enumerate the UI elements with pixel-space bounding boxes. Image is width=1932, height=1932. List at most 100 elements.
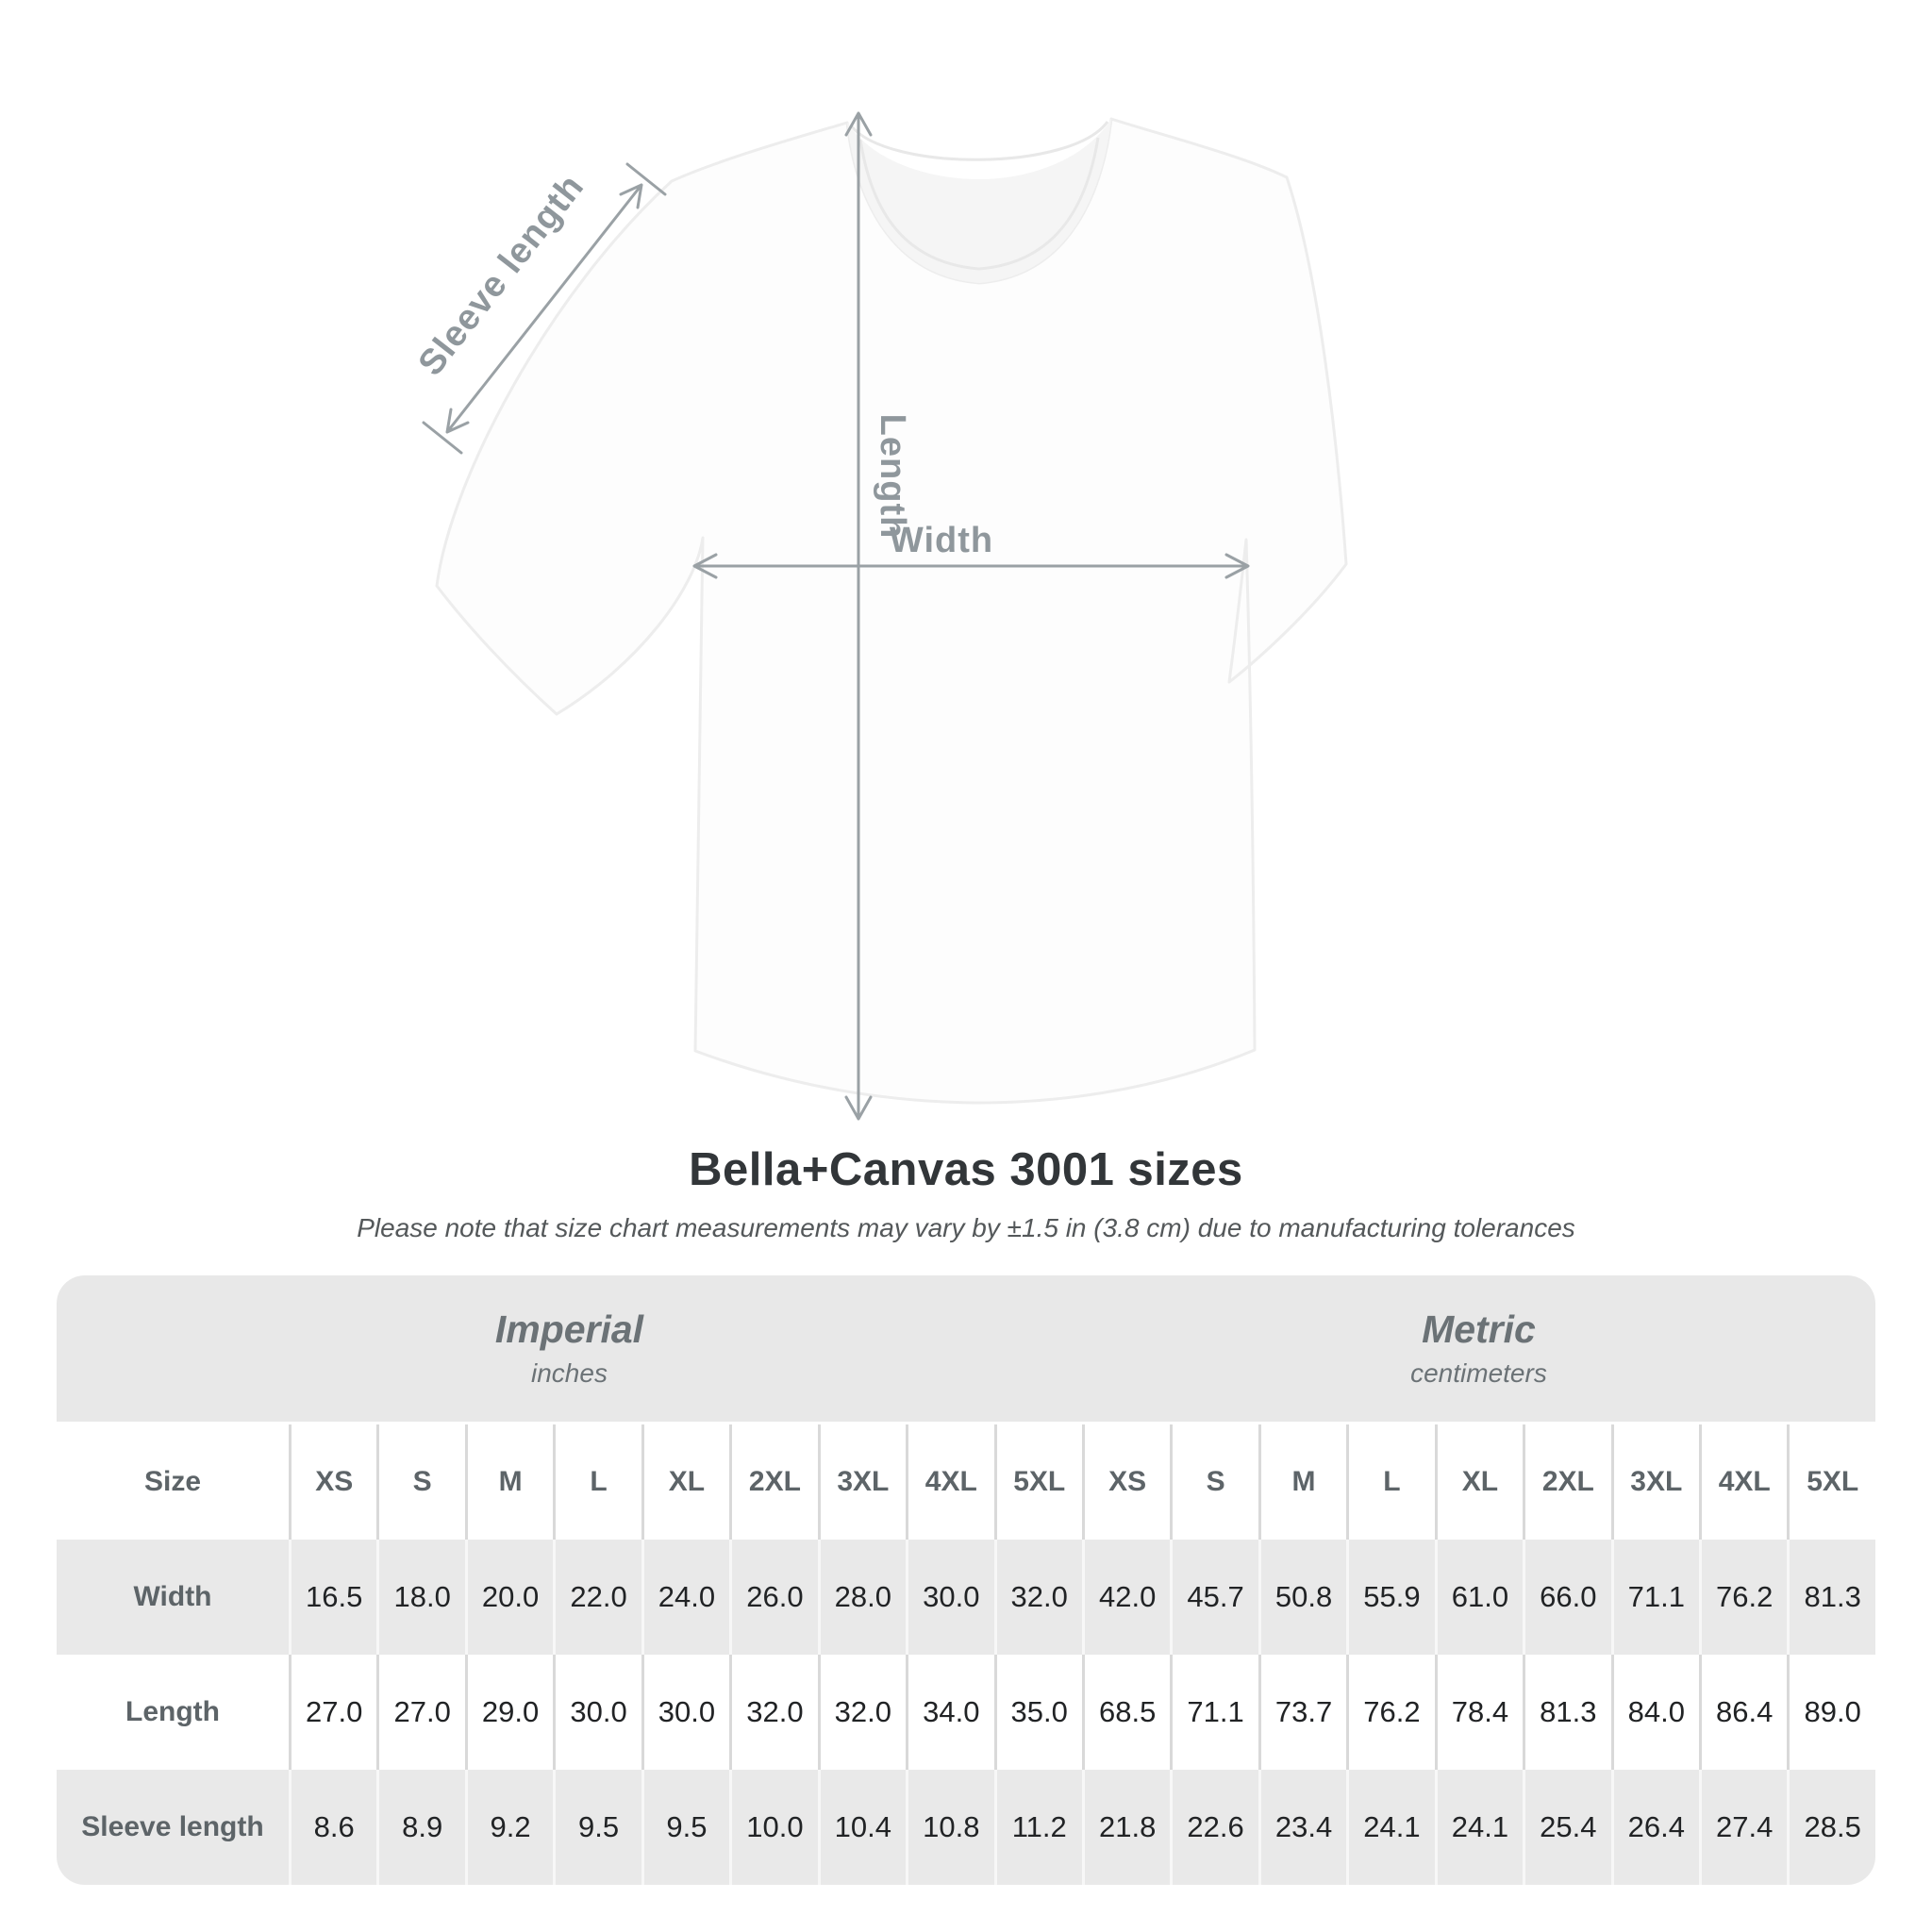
size-column-header: Size <box>57 1424 289 1540</box>
size-header-row: Size XS S M L XL 2XL 3XL 4XL 5XL XS S M … <box>57 1424 1875 1540</box>
width-arrow <box>692 553 1250 579</box>
sleeve-length-row: Sleeve length 8.6 8.9 9.2 9.5 9.5 10.0 1… <box>57 1770 1875 1885</box>
table-cell: 71.1 <box>1170 1655 1258 1770</box>
unit-band-row: Imperial inches Metric centimeters <box>57 1275 1875 1424</box>
table-cell: 30.0 <box>553 1655 641 1770</box>
table-cell: 10.4 <box>817 1770 907 1885</box>
table-cell: 20.0 <box>464 1540 554 1655</box>
size-header-metric-xl: XL <box>1434 1424 1524 1540</box>
size-header-metric-m: M <box>1257 1424 1347 1540</box>
table-cell: 10.8 <box>906 1770 994 1885</box>
imperial-unit: inches <box>531 1358 608 1389</box>
sleeve-length-row-header: Sleeve length <box>57 1770 289 1885</box>
size-header-metric-5xl: 5XL <box>1787 1424 1875 1540</box>
table-cell: 81.3 <box>1523 1655 1611 1770</box>
table-cell: 55.9 <box>1346 1540 1435 1655</box>
size-header-metric-l: L <box>1346 1424 1435 1540</box>
metric-band: Metric centimeters <box>1081 1275 1875 1424</box>
table-cell: 11.2 <box>993 1770 1082 1885</box>
size-header-imperial-xs: XS <box>289 1424 377 1540</box>
length-row-header: Length <box>57 1655 289 1770</box>
table-cell: 22.0 <box>553 1540 641 1655</box>
size-header-imperial-5xl: 5XL <box>993 1424 1082 1540</box>
table-cell: 10.0 <box>729 1770 818 1885</box>
table-cell: 34.0 <box>906 1655 994 1770</box>
table-cell: 81.3 <box>1787 1540 1875 1655</box>
length-arrow <box>844 111 873 1121</box>
table-cell: 27.4 <box>1699 1770 1788 1885</box>
size-header-imperial-l: L <box>553 1424 641 1540</box>
table-cell: 27.0 <box>376 1655 465 1770</box>
length-label: Length <box>873 414 912 540</box>
table-cell: 25.4 <box>1523 1770 1611 1885</box>
table-cell: 30.0 <box>906 1540 994 1655</box>
table-cell: 18.0 <box>376 1540 465 1655</box>
table-cell: 21.8 <box>1081 1770 1171 1885</box>
imperial-band: Imperial inches <box>57 1275 1082 1424</box>
table-cell: 26.0 <box>729 1540 818 1655</box>
size-header-metric-3xl: 3XL <box>1610 1424 1699 1540</box>
table-cell: 29.0 <box>464 1655 554 1770</box>
table-cell: 32.0 <box>729 1655 818 1770</box>
table-cell: 45.7 <box>1170 1540 1258 1655</box>
neck-opening <box>847 119 1111 283</box>
table-cell: 68.5 <box>1081 1655 1171 1770</box>
table-cell: 66.0 <box>1523 1540 1611 1655</box>
page-subtitle: Please note that size chart measurements… <box>357 1213 1575 1242</box>
table-cell: 84.0 <box>1610 1655 1699 1770</box>
collar-seam <box>858 137 1100 271</box>
size-header-metric-4xl: 4XL <box>1699 1424 1788 1540</box>
length-row: Length 27.0 27.0 29.0 30.0 30.0 32.0 32.… <box>57 1655 1875 1770</box>
table-cell: 32.0 <box>993 1540 1082 1655</box>
table-cell: 26.4 <box>1610 1770 1699 1885</box>
size-chart-table: Imperial inches Metric centimeters Size … <box>57 1275 1875 1885</box>
table-cell: 89.0 <box>1787 1655 1875 1770</box>
table-cell: 8.6 <box>289 1770 377 1885</box>
table-cell: 32.0 <box>817 1655 907 1770</box>
width-row: Width 16.5 18.0 20.0 22.0 24.0 26.0 28.0… <box>57 1540 1875 1655</box>
table-cell: 9.5 <box>641 1770 730 1885</box>
size-header-imperial-3xl: 3XL <box>817 1424 907 1540</box>
table-cell: 8.9 <box>376 1770 465 1885</box>
table-cell: 9.5 <box>553 1770 641 1885</box>
table-cell: 24.1 <box>1346 1770 1435 1885</box>
size-header-imperial-2xl: 2XL <box>729 1424 818 1540</box>
table-cell: 28.0 <box>817 1540 907 1655</box>
size-header-metric-2xl: 2XL <box>1523 1424 1611 1540</box>
table-cell: 76.2 <box>1699 1540 1788 1655</box>
table-cell: 76.2 <box>1346 1655 1435 1770</box>
table-cell: 50.8 <box>1257 1540 1347 1655</box>
table-cell: 86.4 <box>1699 1655 1788 1770</box>
size-header-imperial-m: M <box>464 1424 554 1540</box>
page-title: Bella+Canvas 3001 sizes <box>689 1144 1243 1195</box>
table-cell: 30.0 <box>641 1655 730 1770</box>
table-cell: 71.1 <box>1610 1540 1699 1655</box>
width-label: Width <box>890 521 993 560</box>
table-cell: 27.0 <box>289 1655 377 1770</box>
table-cell: 22.6 <box>1170 1770 1258 1885</box>
table-cell: 42.0 <box>1081 1540 1171 1655</box>
table-cell: 24.1 <box>1434 1770 1524 1885</box>
table-cell: 16.5 <box>289 1540 377 1655</box>
table-cell: 24.0 <box>641 1540 730 1655</box>
size-header-imperial-s: S <box>376 1424 465 1540</box>
table-cell: 9.2 <box>464 1770 554 1885</box>
table-cell: 78.4 <box>1434 1655 1524 1770</box>
imperial-label: Imperial <box>494 1307 644 1351</box>
size-header-metric-xs: XS <box>1081 1424 1171 1540</box>
metric-label: Metric <box>1422 1307 1536 1351</box>
table-cell: 73.7 <box>1257 1655 1347 1770</box>
tshirt-measurement-diagram: Width Length Sleeve length <box>411 111 1348 1121</box>
table-cell: 23.4 <box>1257 1770 1347 1885</box>
table-cell: 28.5 <box>1787 1770 1875 1885</box>
tshirt-silhouette <box>435 117 1348 1105</box>
sleeve-length-arrow <box>422 162 667 455</box>
size-header-imperial-xl: XL <box>641 1424 730 1540</box>
size-header-metric-s: S <box>1170 1424 1258 1540</box>
size-header-imperial-4xl: 4XL <box>906 1424 994 1540</box>
table-cell: 61.0 <box>1434 1540 1524 1655</box>
table-cell: 35.0 <box>993 1655 1082 1770</box>
metric-unit: centimeters <box>1410 1358 1547 1389</box>
width-row-header: Width <box>57 1540 289 1655</box>
